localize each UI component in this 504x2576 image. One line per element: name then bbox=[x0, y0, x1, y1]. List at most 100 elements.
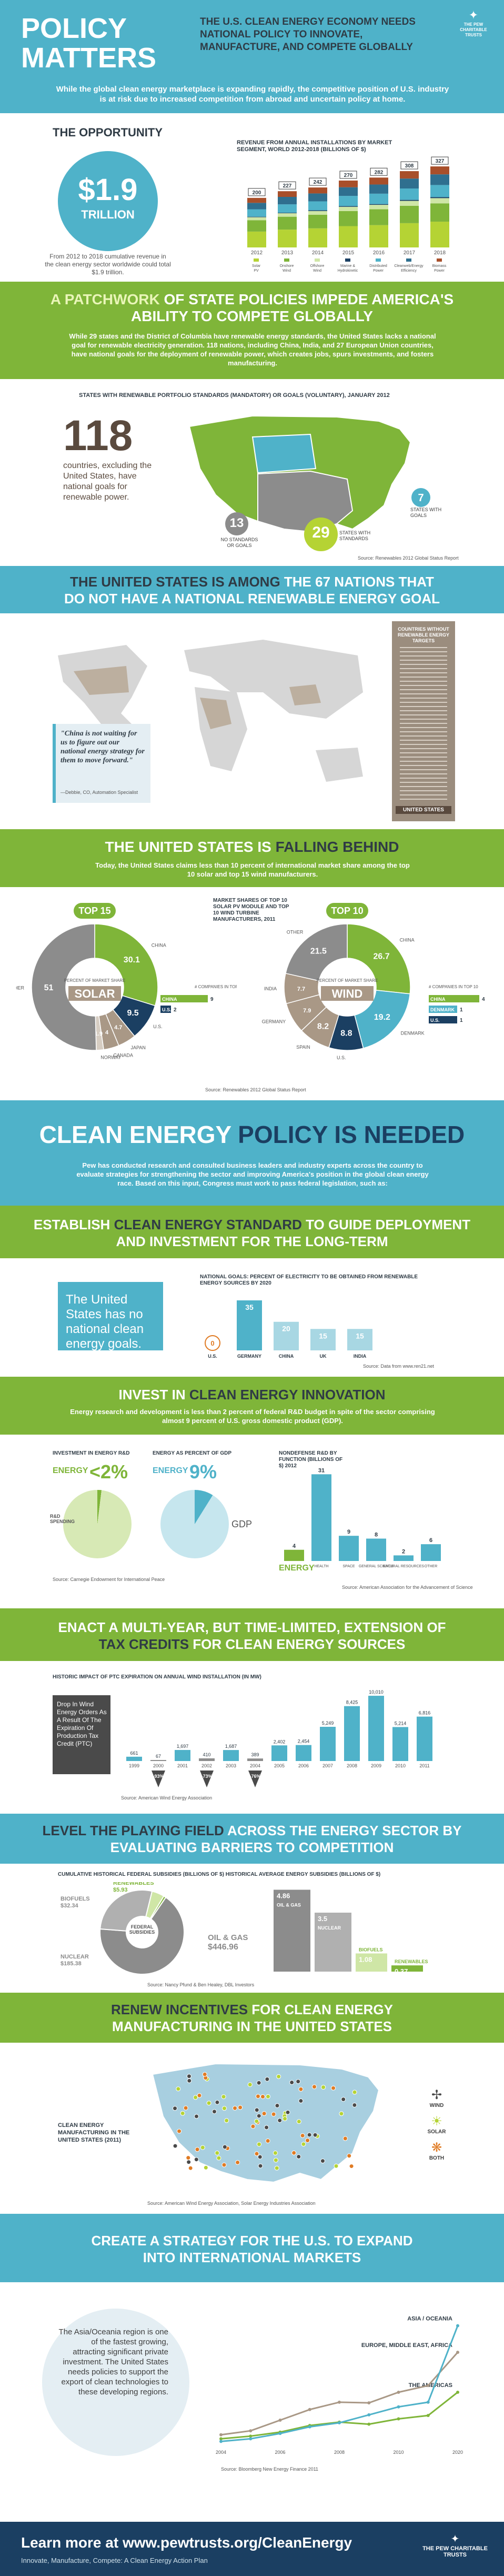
mfg-legend: ✢ WIND ☀ SOLAR ❋ BOTH bbox=[416, 2087, 458, 2161]
region-point bbox=[367, 2422, 371, 2426]
level-title-c: EVALUATING BARRIERS TO COMPETITION bbox=[110, 1839, 394, 1855]
revenue-bar-2013-5 bbox=[278, 197, 297, 205]
header-intro: While the global clean energy marketplac… bbox=[56, 85, 449, 104]
goals-chart-title: NATIONAL GOALS: PERCENT OF ELECTRICITY T… bbox=[200, 1274, 418, 1286]
revenue-legend-label: Solar bbox=[252, 264, 261, 268]
region-point bbox=[456, 2390, 459, 2394]
mfg-facility-dot bbox=[261, 2111, 267, 2116]
among-title-a: THE UNITED STATES IS AMONG bbox=[70, 574, 280, 590]
slice-value-label: 30.1 bbox=[124, 956, 140, 964]
innovation-body: Energy research and development is less … bbox=[70, 1408, 435, 1425]
needed-title: CLEAN ENERGY POLICY IS NEEDED bbox=[0, 1121, 504, 1148]
mfg-facility-dot bbox=[305, 2138, 310, 2143]
footer-logo-text: THE PEW CHARITABLE TRUSTS bbox=[422, 2545, 488, 2558]
mfg-facility-dot bbox=[331, 2085, 336, 2091]
mfg-facility-dot bbox=[203, 2165, 208, 2170]
level-chart-title: CUMULATIVE HISTORICAL FEDERAL SUBSIDIES … bbox=[58, 1872, 381, 1877]
revenue-legend-label: Onshore bbox=[280, 264, 294, 268]
region-point bbox=[426, 2400, 430, 2404]
innovation-section: INVEST IN CLEAN ENERGY INNOVATION Energy… bbox=[0, 1377, 504, 1608]
slice-value-label: 1.9 bbox=[95, 1031, 103, 1037]
revenue-chart: 200 2012 227 2013 242 2014 270 2015 282 2016 308 20… bbox=[247, 156, 449, 273]
revenue-bar-2016-5 bbox=[369, 184, 388, 194]
ptc-value-label: 5,249 bbox=[322, 1720, 334, 1726]
goals-bar-uk bbox=[310, 1329, 336, 1350]
ptc-value-label: 8,425 bbox=[346, 1700, 358, 1705]
region-point bbox=[308, 2408, 311, 2411]
mfg-facility-dot bbox=[265, 2094, 270, 2099]
solar-top-label: TOP 15 bbox=[78, 906, 110, 916]
avg-subsidy-bar-renewables bbox=[391, 1965, 423, 1972]
mfg-facility-dot bbox=[250, 2124, 256, 2129]
slice-name-label: CHINA bbox=[400, 937, 415, 942]
revenue-year-label: 2018 bbox=[434, 250, 446, 256]
revenue-bar-2014-4 bbox=[308, 201, 327, 211]
nondef-bar-health bbox=[311, 1474, 331, 1561]
mfg-facility-dot bbox=[276, 2074, 281, 2079]
revenue-total-label: 270 bbox=[344, 173, 353, 178]
gdp-value: 9% bbox=[189, 1461, 217, 1483]
revenue-total-label: 242 bbox=[314, 180, 322, 185]
ptc-value-label: 2,454 bbox=[298, 1739, 310, 1744]
revenue-total-box-2012 bbox=[248, 188, 266, 196]
innovation-title-b: CLEAN ENERGY INNOVATION bbox=[189, 1387, 386, 1403]
ptc-value-label: 2,402 bbox=[274, 1739, 286, 1744]
mfg-facility-dot bbox=[235, 2160, 240, 2165]
behind-title-b: FALLING BEHIND bbox=[271, 839, 399, 855]
ptc-bar-2003 bbox=[223, 1750, 239, 1761]
nondef-value-label: 2 bbox=[402, 1548, 405, 1555]
goals-value-label: 0 bbox=[210, 1339, 214, 1347]
wind-pie-chart: TOP 10 26.7 CHINA 19.2 DENMARK 8.8 U.S. 8.2 SPAI… bbox=[262, 903, 485, 1060]
slice-value-label: 8.8 bbox=[340, 1029, 352, 1038]
mfg-map-label: CLEAN ENERGY MANUFACTURING IN THE UNITED… bbox=[58, 2122, 130, 2143]
ptc-value-label: 5,214 bbox=[395, 1720, 407, 1726]
mfg-facility-dot bbox=[238, 2105, 243, 2110]
manufacturing-title-c: MANUFACTURING IN THE UNITED STATES bbox=[112, 2018, 392, 2034]
slice-china bbox=[94, 923, 158, 1007]
revenue-total-box-2015 bbox=[339, 171, 357, 179]
manufacturing-band bbox=[0, 1993, 504, 2043]
ptc-chart-title: HISTORIC IMPACT OF PTC EXPIRATION ON ANN… bbox=[53, 1674, 261, 1680]
ptc-bar-1999 bbox=[126, 1756, 142, 1761]
countries-list-highlight: UNITED STATES bbox=[396, 806, 451, 814]
goals-category-label: GERMANY bbox=[237, 1354, 261, 1359]
wind-icon: ✢ bbox=[431, 2088, 442, 2102]
goals-value-label: 15 bbox=[319, 1331, 327, 1340]
world-map-australia bbox=[316, 748, 363, 782]
mfg-facility-dot bbox=[186, 2160, 191, 2165]
strategy-body: The Asia/Oceania region is one of the fa… bbox=[58, 2328, 168, 2396]
revenue-legend-swatch bbox=[345, 258, 350, 262]
subsidy-name-label: RENEWABLES bbox=[113, 1882, 154, 1886]
patchwork-title-b: OF STATE POLICIES IMPEDE AMERICA'S bbox=[159, 291, 454, 307]
ptc-bar-2004 bbox=[247, 1758, 263, 1761]
quote-text: "China is not waiting for us to figure o… bbox=[61, 730, 145, 764]
rd-value: <2% bbox=[89, 1461, 128, 1483]
wind-companies-bar bbox=[429, 1016, 457, 1023]
region-point bbox=[426, 2414, 430, 2418]
mfg-facility-dot bbox=[173, 2143, 178, 2149]
innovation-title-a: INVEST IN bbox=[118, 1387, 189, 1403]
patchwork-source: Source: Renewables 2012 Global Status Re… bbox=[358, 555, 459, 561]
manufacturing-title-b: FOR CLEAN ENERGY bbox=[248, 2002, 393, 2017]
solar-companies-label: # COMPANIES IN TOP 15 bbox=[195, 984, 237, 989]
revenue-total-box-2018 bbox=[431, 156, 449, 165]
gdp-circle-label: GDP bbox=[231, 1519, 253, 1529]
revenue-total-box-2017 bbox=[400, 161, 418, 170]
avg-subsidy-value: 4.86 bbox=[277, 1892, 290, 1899]
ptc-section: ENACT A MULTI-YEAR, BUT TIME-LIMITED, EX… bbox=[0, 1608, 504, 1814]
goal-circle bbox=[411, 488, 430, 507]
goals-value-label: 20 bbox=[282, 1325, 290, 1333]
slice-value-label: 21.5 bbox=[310, 947, 327, 956]
mfg-facility-dot bbox=[197, 2093, 202, 2098]
footer-learn-link[interactable]: Learn more at www.pewtrusts.org/CleanEne… bbox=[21, 2534, 352, 2551]
countries-list-lines bbox=[400, 645, 447, 803]
mfg-facility-dot bbox=[274, 2165, 279, 2171]
revenue-bar-2016-0 bbox=[369, 225, 388, 247]
wind-companies-bar bbox=[429, 1006, 457, 1013]
region-year-label: 2006 bbox=[275, 2450, 285, 2455]
nondef-bar-general-science bbox=[366, 1538, 386, 1561]
strategy-section: CREATE A STRATEGY FOR THE U.S. TO EXPAND… bbox=[0, 2214, 504, 2522]
mfg-facility-dot bbox=[282, 2116, 287, 2121]
